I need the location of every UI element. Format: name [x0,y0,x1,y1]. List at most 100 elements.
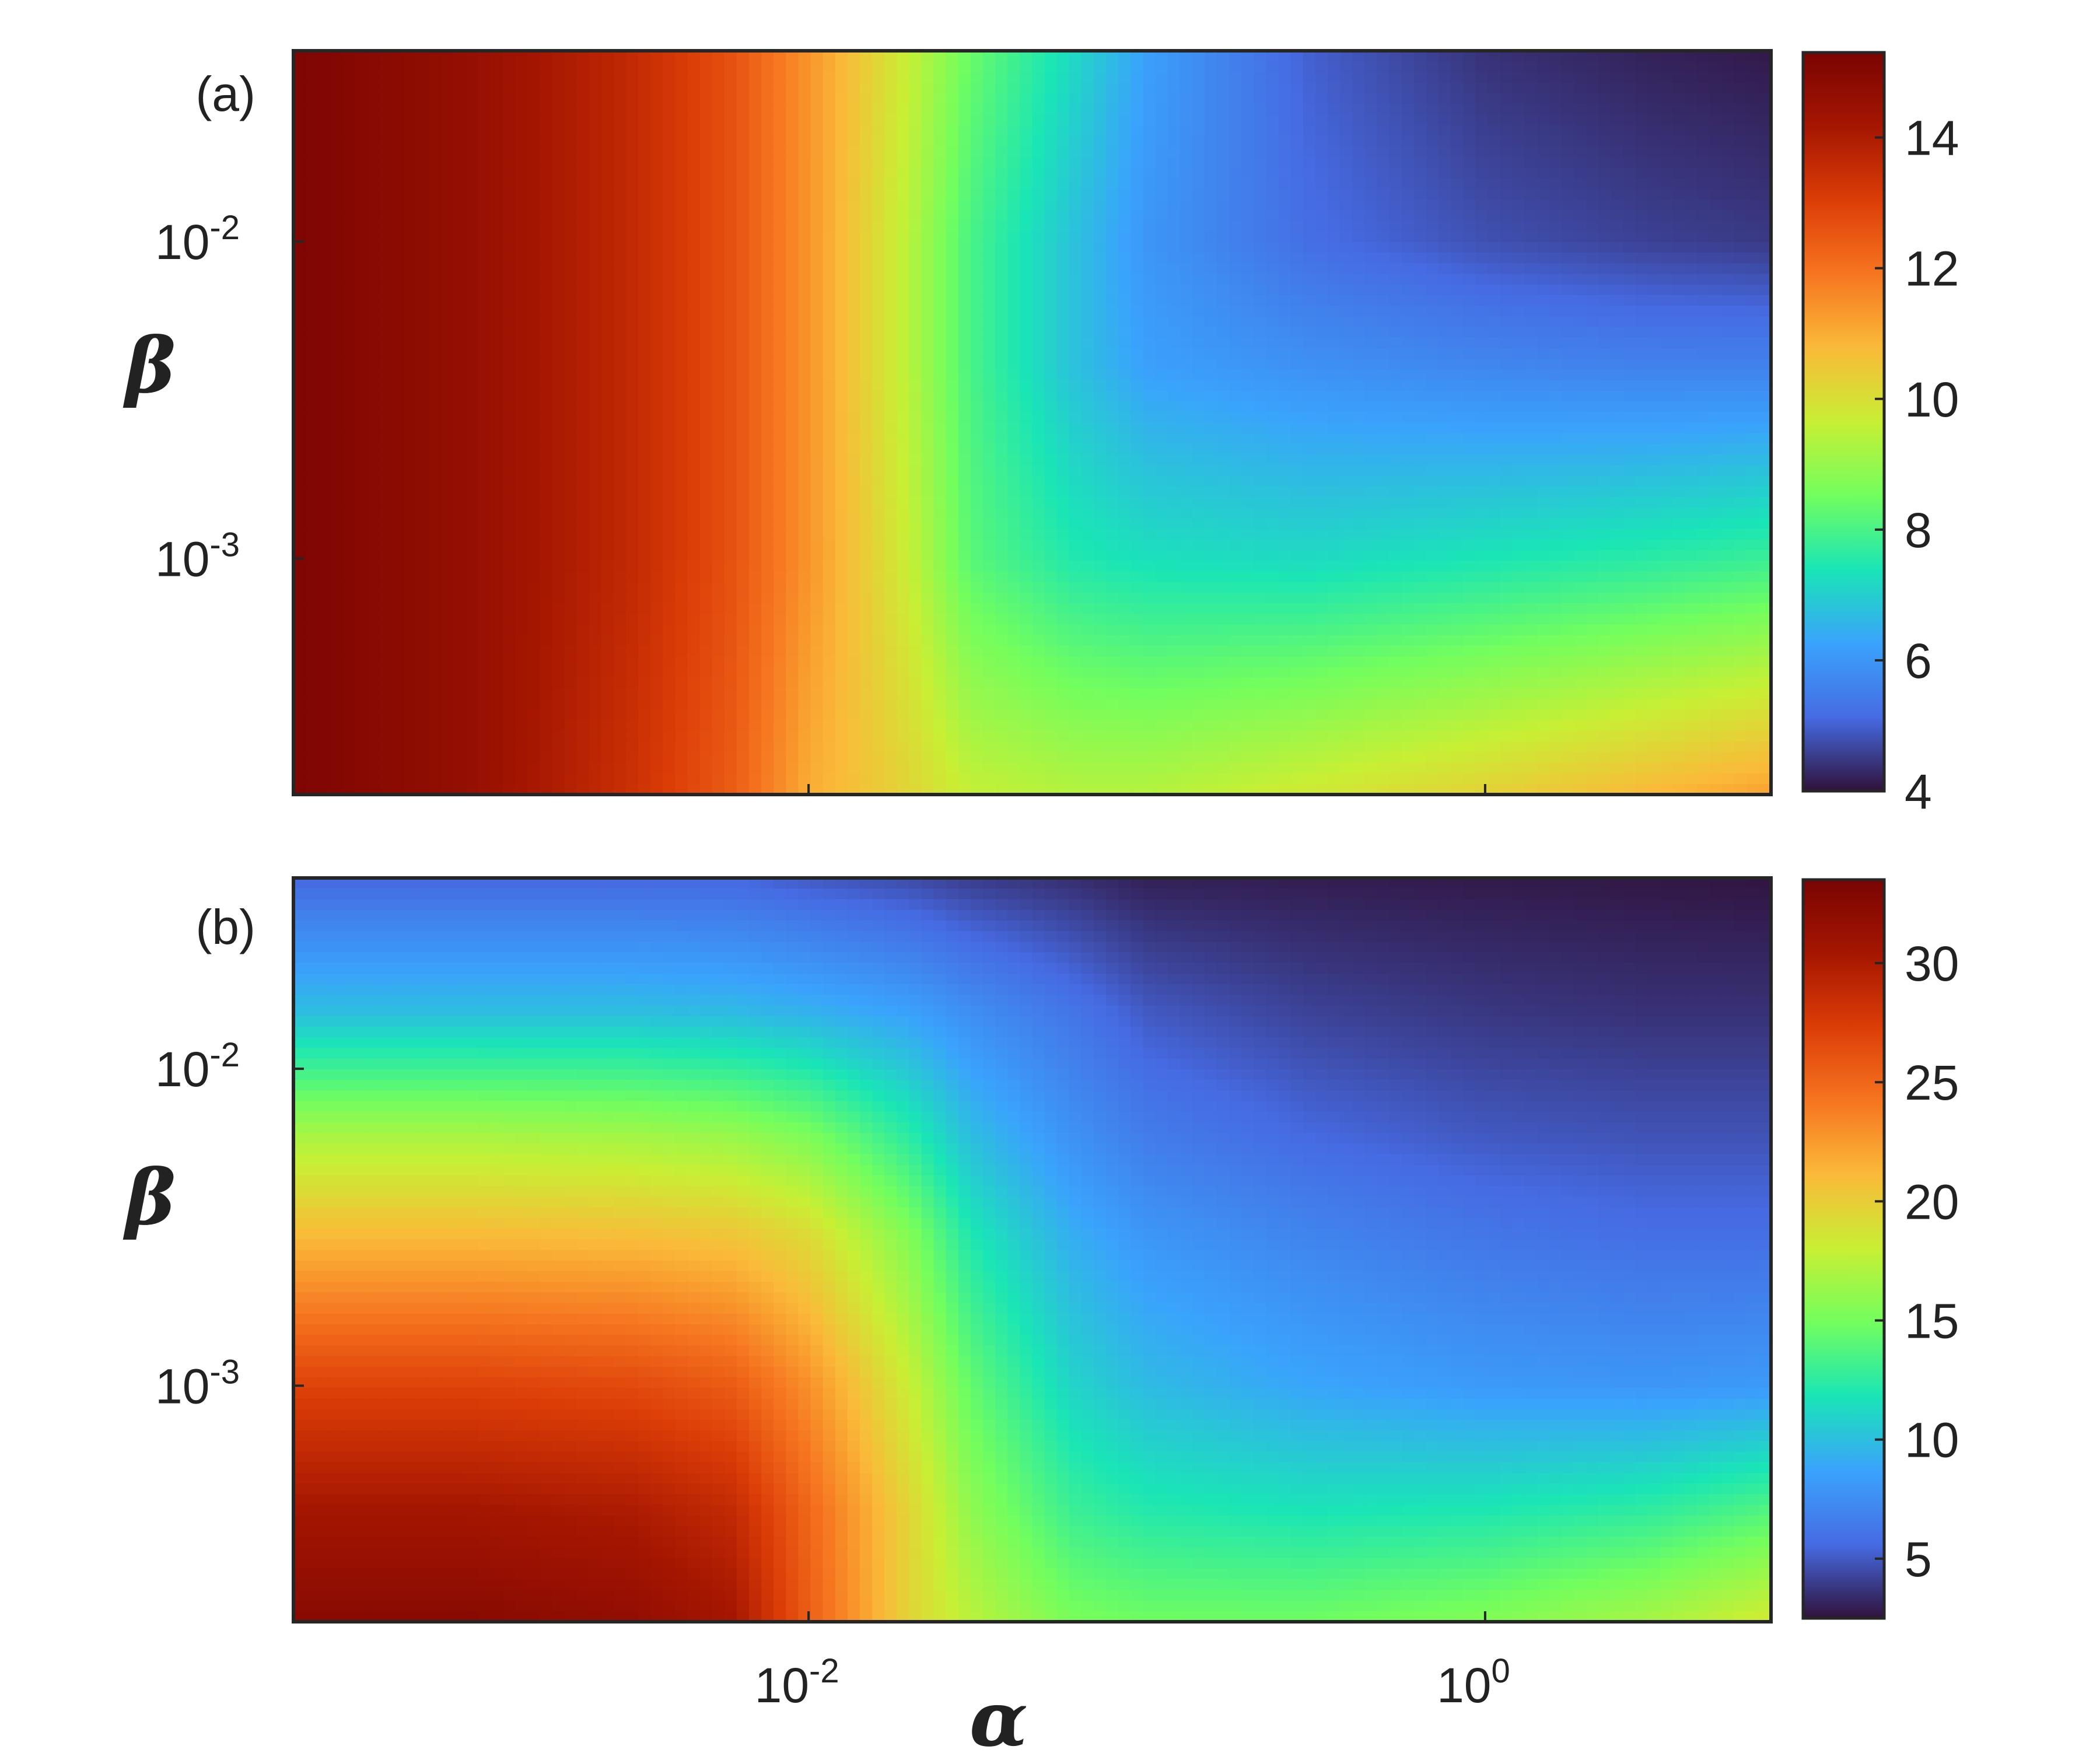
heatmap-cell [1389,337,1402,349]
heatmap-cell [441,263,454,275]
heatmap-cell [1475,443,1489,455]
heatmap-cell [1278,135,1292,147]
heatmap-cell [453,274,467,285]
heatmap-cell [391,284,405,296]
heatmap-cell [1451,221,1464,232]
heatmap-cell [478,422,491,434]
heatmap-cell [601,231,614,243]
heatmap-cell [1660,284,1673,296]
heatmap-cell [847,104,860,116]
heatmap-cell [1672,210,1685,222]
heatmap-cell [1044,475,1058,487]
heatmap-cell [958,61,971,73]
heatmap-cell [478,306,491,317]
heatmap-cell [478,454,491,466]
heatmap-cell [1352,242,1366,253]
heatmap-cell [502,443,516,455]
heatmap-cell [774,486,787,498]
heatmap-cell [404,61,417,73]
heatmap-cell [798,114,811,126]
heatmap-cell [1758,72,1771,83]
heatmap-cell [1081,390,1094,402]
heatmap-cell [786,125,799,137]
heatmap-cell [1094,433,1107,445]
heatmap-cell [1536,72,1550,83]
heatmap-cell [1056,157,1070,169]
heatmap-cell [466,401,479,413]
heatmap-cell [958,369,971,381]
heatmap-cell [909,135,922,147]
heatmap-cell [1512,359,1525,370]
heatmap-cell [1328,242,1340,253]
heatmap-cell [625,263,639,275]
heatmap-cell [687,210,701,222]
heatmap-cell [1475,327,1489,338]
heatmap-cell [810,284,824,296]
heatmap-cell [1562,433,1575,445]
heatmap-cell [1734,82,1747,94]
heatmap-cell [1623,93,1636,104]
heatmap-cell [1426,359,1439,370]
heatmap-cell [1536,475,1550,487]
heatmap-cell [391,167,405,179]
heatmap-cell [663,390,676,402]
heatmap-cell [429,316,442,328]
heatmap-cell [1697,316,1710,328]
heatmap-cell [1340,369,1353,381]
heatmap-cell [736,200,750,211]
heatmap-cell [1389,178,1402,190]
heatmap-cell [724,433,737,445]
heatmap-cell [749,72,762,83]
heatmap-cell [1044,327,1058,338]
heatmap-cell [1032,157,1045,169]
heatmap-cell [1180,104,1193,116]
heatmap-cell [909,125,922,137]
heatmap-cell [1635,200,1648,211]
heatmap-cell [1536,412,1550,424]
heatmap-cell [355,274,368,285]
heatmap-cell [1094,443,1107,455]
heatmap-cell [774,401,787,413]
heatmap-cell [416,114,429,126]
heatmap-cell [478,433,491,445]
heatmap-cell [675,82,688,94]
heatmap-cell [712,114,725,126]
heatmap-cell [1685,188,1698,200]
heatmap-cell [1611,359,1624,370]
heatmap-cell [958,465,971,477]
heatmap-cell [1401,359,1415,370]
heatmap-cell [1697,422,1710,434]
heatmap-cell [860,486,873,498]
heatmap-cell [761,306,774,317]
heatmap-cell [453,200,467,211]
heatmap-cell [1020,369,1033,381]
heatmap-cell [1241,82,1255,94]
heatmap-cell [749,146,762,158]
heatmap-cell [441,359,454,370]
heatmap-cell [995,359,1009,370]
heatmap-cell [712,82,725,94]
heatmap-cell [1007,82,1021,94]
heatmap-cell [367,200,380,211]
heatmap-cell [897,61,910,73]
heatmap-cell [576,284,590,296]
heatmap-cell [1032,369,1045,381]
heatmap-cell [909,231,922,243]
heatmap-cell [1007,316,1021,328]
heatmap-cell [1328,114,1340,126]
heatmap-cell [835,263,848,275]
heatmap-cell [1303,82,1316,94]
heatmap-cell [1143,422,1156,434]
heatmap-cell [761,422,774,434]
heatmap-cell [1734,253,1747,264]
heatmap-cell [1118,51,1132,62]
heatmap-cell [995,146,1009,158]
heatmap-cell [1069,61,1082,73]
heatmap-cell [663,401,676,413]
heatmap-cell [1512,337,1525,349]
heatmap-cell [1143,82,1156,94]
heatmap-cell [1697,114,1710,126]
heatmap-cell [1500,465,1513,477]
heatmap-cell [1155,135,1168,147]
heatmap-cell [589,263,602,275]
